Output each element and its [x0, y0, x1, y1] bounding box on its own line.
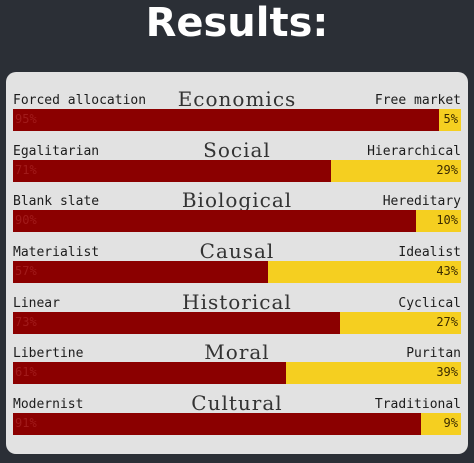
right-score-segment: 5%: [439, 109, 461, 131]
score-bar: 95% 5%: [13, 109, 461, 131]
right-percentage: 43%: [436, 264, 458, 278]
axis-name: Historical: [182, 290, 292, 314]
right-label: Traditional: [374, 397, 461, 412]
axis-name: Social: [203, 138, 271, 162]
left-score-segment: 95%: [13, 109, 439, 131]
axis-causal: Materialist Causal Idealist 57% 43%: [13, 239, 461, 283]
left-label: Libertine: [13, 346, 84, 361]
right-label: Puritan: [406, 346, 461, 361]
left-percentage: 71%: [15, 163, 37, 177]
axis-name: Biological: [181, 188, 293, 212]
right-label: Cyclical: [398, 296, 461, 311]
axis-moral: Libertine Moral Puritan 61% 39%: [13, 340, 461, 384]
axis-name: Moral: [204, 340, 270, 364]
right-score-segment: 29%: [331, 160, 461, 182]
left-percentage: 91%: [15, 416, 37, 430]
left-percentage: 57%: [15, 264, 37, 278]
left-label: Blank slate: [13, 194, 100, 209]
left-percentage: 95%: [15, 112, 37, 126]
score-bar: 61% 39%: [13, 362, 461, 384]
axis-historical: Linear Historical Cyclical 73% 27%: [13, 290, 461, 334]
right-percentage: 27%: [436, 315, 458, 329]
results-panel: Forced allocation Economics Free market …: [6, 72, 468, 454]
right-label: Free market: [374, 93, 461, 108]
score-bar: 57% 43%: [13, 261, 461, 283]
right-score-segment: 39%: [286, 362, 461, 384]
score-bar: 73% 27%: [13, 312, 461, 334]
right-score-segment: 9%: [421, 413, 461, 435]
score-bar: 71% 29%: [13, 160, 461, 182]
right-percentage: 29%: [436, 163, 458, 177]
axis-social: Egalitarian Social Hierarchical 71% 29%: [13, 138, 461, 182]
left-percentage: 73%: [15, 315, 37, 329]
right-percentage: 9%: [443, 416, 458, 430]
right-percentage: 10%: [436, 213, 458, 227]
axis-economics: Forced allocation Economics Free market …: [13, 87, 461, 131]
right-label: Hereditary: [382, 194, 461, 209]
page-title: Results:: [145, 0, 329, 46]
right-score-segment: 27%: [340, 312, 461, 334]
right-score-segment: 10%: [416, 210, 461, 232]
right-score-segment: 43%: [268, 261, 461, 283]
axis-name: Causal: [199, 239, 275, 263]
left-label: Linear: [13, 296, 60, 311]
left-score-segment: 91%: [13, 413, 421, 435]
left-label: Modernist: [13, 397, 84, 412]
axis-biological: Blank slate Biological Hereditary 90% 10…: [13, 188, 461, 232]
left-percentage: 61%: [15, 365, 37, 379]
right-label: Idealist: [398, 245, 461, 260]
left-label: Forced allocation: [13, 93, 147, 108]
left-label: Egalitarian: [13, 144, 100, 159]
right-label: Hierarchical: [367, 144, 461, 159]
right-percentage: 5%: [443, 112, 458, 126]
left-score-segment: 61%: [13, 362, 286, 384]
left-score-segment: 90%: [13, 210, 416, 232]
axis-name: Economics: [177, 87, 297, 111]
left-score-segment: 71%: [13, 160, 331, 182]
score-bar: 91% 9%: [13, 413, 461, 435]
left-score-segment: 73%: [13, 312, 340, 334]
left-label: Materialist: [13, 245, 100, 260]
axis-cultural: Modernist Cultural Traditional 91% 9%: [13, 391, 461, 435]
score-bar: 90% 10%: [13, 210, 461, 232]
right-percentage: 39%: [436, 365, 458, 379]
axis-name: Cultural: [191, 391, 283, 415]
left-percentage: 90%: [15, 213, 37, 227]
left-score-segment: 57%: [13, 261, 268, 283]
